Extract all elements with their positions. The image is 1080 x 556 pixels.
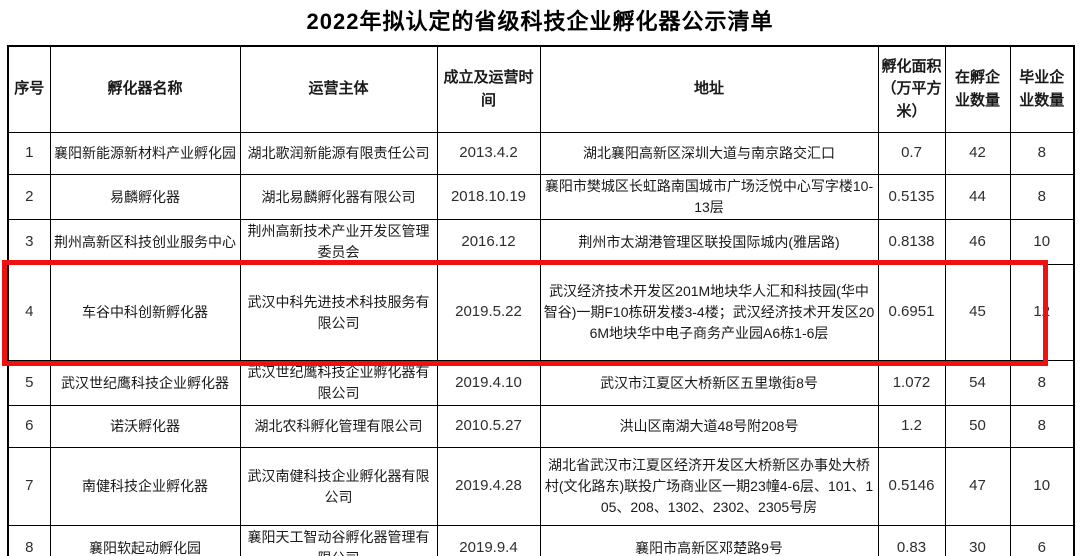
- table-cell: 50: [944, 405, 1011, 448]
- table-cell: 8: [1009, 360, 1075, 406]
- table-cell: 武汉中科先进技术科技服务有限公司: [239, 264, 438, 361]
- header-cell: 运营主体: [239, 45, 438, 133]
- table-cell: 7: [7, 447, 51, 526]
- table-cell: 45: [944, 264, 1011, 361]
- table-cell: 湖北农科孵化管理有限公司: [239, 405, 438, 448]
- table-cell: 0.5146: [877, 447, 946, 526]
- table-cell: 荆州高新技术产业开发区管理委员会: [239, 219, 438, 265]
- table-cell: 湖北省武汉市江夏区经济开发区大桥新区办事处大桥村(文化路东)联投广场商业区一期2…: [539, 447, 879, 526]
- table-cell: 0.7: [877, 132, 946, 175]
- table-cell: 0.83: [877, 525, 946, 556]
- table-cell: 2: [7, 174, 51, 220]
- table-cell: 12: [1009, 264, 1075, 361]
- table-cell: 2019.4.10: [436, 360, 541, 406]
- table-cell: 2019.5.22: [436, 264, 541, 361]
- table-cell: 0.8138: [877, 219, 946, 265]
- table-cell: 车谷中科创新孵化器: [49, 264, 241, 361]
- table-cell: 10: [1009, 447, 1075, 526]
- table-cell: 4: [7, 264, 51, 361]
- header-cell: 孵化面积（万平方米）: [877, 45, 946, 133]
- table-row: 8襄阳软起动孵化园襄阳天工智动谷孵化器管理有限公司2019.9.4襄阳市高新区邓…: [7, 525, 1075, 556]
- table-row: 3 荆州高新区科技创业服务中心 荆州高新技术产业开发区管理委员会 2016.12 荆州市…: [7, 219, 1075, 265]
- table-cell: 武汉世纪鹰科技企业孵化器有限公司: [239, 360, 438, 406]
- table-cell: 襄阳天工智动谷孵化器管理有限公司: [239, 525, 438, 556]
- table-cell: 42: [944, 132, 1011, 175]
- table-row: 7 南健科技企业孵化器 武汉南健科技企业孵化器有限公司 2019.4.28 湖北省武汉市…: [7, 447, 1075, 526]
- table-cell: 0.6951: [877, 264, 946, 361]
- table-cell: 10: [1009, 219, 1075, 265]
- table-row: 序号 孵化器名称 运营主体 成立及运营时间 地址 孵化面积（万平方米） 在孵企业数量 毕业企业…: [7, 45, 1075, 133]
- table-row: 6 诺沃孵化器 湖北农科孵化管理有限公司 2010.5.27 洪山区南湖大道48号附20…: [7, 405, 1075, 448]
- table-cell: 襄阳软起动孵化园: [49, 525, 241, 556]
- header-cell: 在孵企业数量: [944, 45, 1011, 133]
- table-cell: 2019.4.28: [436, 447, 541, 526]
- table-cell: 2013.4.2: [436, 132, 541, 175]
- header-cell: 序号: [7, 45, 51, 133]
- table-cell: 易麟孵化器: [49, 174, 241, 220]
- table-cell: 武汉南健科技企业孵化器有限公司: [239, 447, 438, 526]
- table-cell: 湖北歌润新能源有限责任公司: [239, 132, 438, 175]
- table-cell: 武汉世纪鹰科技企业孵化器: [49, 360, 241, 406]
- table-cell: 湖北襄阳高新区深圳大道与南京路交汇口: [539, 132, 879, 175]
- table-cell: 54: [944, 360, 1011, 406]
- table-cell: 1: [7, 132, 51, 175]
- table-row: 5 武汉世纪鹰科技企业孵化器 武汉世纪鹰科技企业孵化器有限公司 2019.4.10 武汉…: [7, 360, 1075, 406]
- table-cell: 2016.12: [436, 219, 541, 265]
- table-cell: 1.2: [877, 405, 946, 448]
- table-cell: 3: [7, 219, 51, 265]
- table-cell: 洪山区南湖大道48号附208号: [539, 405, 879, 448]
- header-cell: 孵化器名称: [49, 45, 241, 133]
- table-cell: 荆州市太湖港管理区联投国际城内(雅居路): [539, 219, 879, 265]
- table-cell: 荆州高新区科技创业服务中心: [49, 219, 241, 265]
- table-cell: 2010.5.27: [436, 405, 541, 448]
- table-cell: 8: [1009, 132, 1075, 175]
- header-cell: 地址: [539, 45, 879, 133]
- table-cell: 44: [944, 174, 1011, 220]
- table-cell: 6: [7, 405, 51, 448]
- table-cell: 47: [944, 447, 1011, 526]
- table-cell: 8: [1009, 405, 1075, 448]
- table-cell: 诺沃孵化器: [49, 405, 241, 448]
- table-body: 1 襄阳新能源新材料产业孵化园 湖北歌润新能源有限责任公司 2013.4.2 湖北襄阳高…: [7, 132, 1075, 556]
- header-cell: 毕业企业数量: [1009, 45, 1075, 133]
- table-row: 2 易麟孵化器 湖北易麟孵化器有限公司 2018.10.19 襄阳市樊城区长虹路南国城市…: [7, 174, 1075, 220]
- incubator-table: 序号 孵化器名称 运营主体 成立及运营时间 地址 孵化面积（万平方米） 在孵企业数量 毕业企业…: [7, 45, 1075, 556]
- table-cell: 武汉经济技术开发区201M地块华人汇和科技园(华中智谷)一期F10栋研发楼3-4…: [539, 264, 879, 361]
- table-cell: 8: [1009, 174, 1075, 220]
- page-title: 2022年拟认定的省级科技企业孵化器公示清单: [306, 9, 774, 34]
- table-cell: 1.072: [877, 360, 946, 406]
- table-row: 4 车谷中科创新孵化器 武汉中科先进技术科技服务有限公司 2019.5.22 武汉经济技…: [7, 264, 1075, 361]
- table-cell: 襄阳新能源新材料产业孵化园: [49, 132, 241, 175]
- table-cell: 5: [7, 360, 51, 406]
- table-row: 1 襄阳新能源新材料产业孵化园 湖北歌润新能源有限责任公司 2013.4.2 湖北襄阳高…: [7, 132, 1075, 175]
- table-header-row: 序号 孵化器名称 运营主体 成立及运营时间 地址 孵化面积（万平方米） 在孵企业数量 毕业企业…: [7, 45, 1075, 133]
- table-cell: 2019.9.4: [436, 525, 541, 556]
- table-cell: 襄阳市樊城区长虹路南国城市广场泛悦中心写字楼10-13层: [539, 174, 879, 220]
- header-cell: 成立及运营时间: [436, 45, 541, 133]
- table-cell: 6: [1009, 525, 1075, 556]
- table-cell: 湖北易麟孵化器有限公司: [239, 174, 438, 220]
- table-cell: 武汉市江夏区大桥新区五里墩街8号: [539, 360, 879, 406]
- table-cell: 南健科技企业孵化器: [49, 447, 241, 526]
- table-cell: 8: [7, 525, 51, 556]
- table-cell: 30: [944, 525, 1011, 556]
- table-cell: 0.5135: [877, 174, 946, 220]
- table-cell: 2018.10.19: [436, 174, 541, 220]
- table-cell: 46: [944, 219, 1011, 265]
- table-cell: 襄阳市高新区邓楚路9号: [539, 525, 879, 556]
